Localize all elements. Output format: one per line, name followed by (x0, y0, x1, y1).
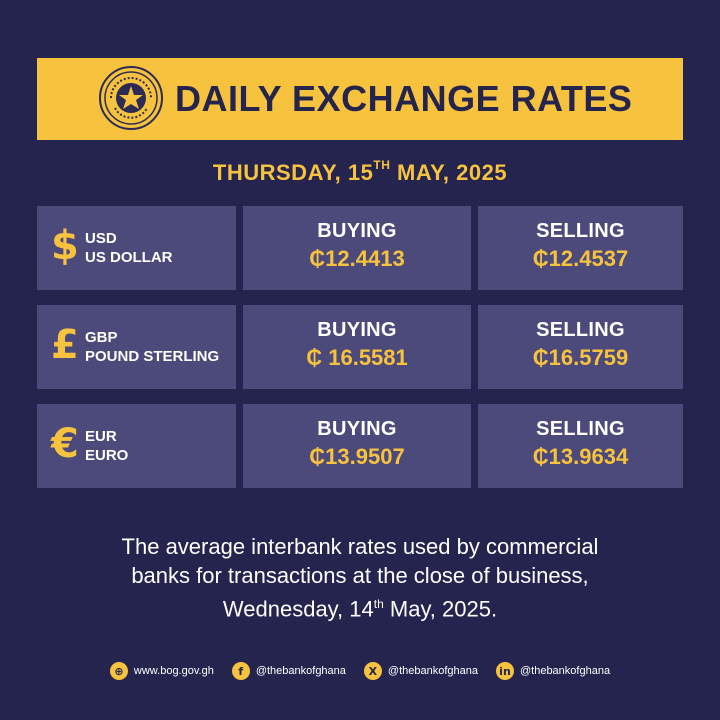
social-x[interactable]: X @thebankofghana (363, 662, 478, 680)
social-linkedin[interactable]: in @thebankofghana (495, 662, 611, 680)
buying-label: BUYING (317, 319, 397, 341)
dollar-icon: $ (51, 223, 79, 269)
buying-label: BUYING (317, 418, 397, 440)
date-suffix: MAY, 2025 (390, 160, 508, 185)
selling-label: SELLING (536, 418, 625, 440)
buying-label: BUYING (317, 220, 397, 242)
buying-rate: ₵ 16.5581 (306, 345, 408, 370)
currency-name: EURO (85, 447, 129, 464)
currency-code: GBP (85, 329, 118, 346)
pound-icon: £ (51, 322, 79, 368)
buying-cell-eur: BUYING ₵13.9507 (243, 404, 471, 488)
buying-rate: ₵12.4413 (309, 246, 405, 271)
selling-label: SELLING (536, 319, 625, 341)
selling-cell-gbp: SELLING ₵16.5759 (478, 305, 683, 389)
currency-cell-usd: $ USD US DOLLAR (37, 206, 236, 290)
currency-cell-eur: € EUR EURO (37, 404, 236, 488)
selling-rate: ₵13.9634 (532, 444, 629, 469)
selling-rate: ₵12.4537 (532, 246, 629, 271)
bank-of-ghana-seal-logo (99, 66, 163, 130)
euro-icon: € (51, 421, 79, 467)
footnote-date-prefix: Wednesday, 14 (222, 596, 374, 622)
currency-name: POUND STERLING (85, 348, 220, 365)
rates-footnote: The average interbank rates used by comm… (60, 532, 660, 623)
buying-cell-gbp: BUYING ₵ 16.5581 (243, 305, 471, 389)
currency-code: USD (85, 230, 117, 247)
globe-icon: ⊕ (109, 662, 128, 680)
seal-graphic (104, 71, 158, 125)
selling-label: SELLING (536, 220, 625, 242)
facebook-icon: f (231, 662, 250, 680)
currency-name: US DOLLAR (85, 249, 173, 266)
x-icon: X (363, 662, 382, 680)
selling-rate: ₵16.5759 (532, 345, 629, 370)
rates-date: THURSDAY, 15TH MAY, 2025 (0, 158, 720, 186)
date-prefix: THURSDAY, 15 (212, 160, 374, 185)
currency-code: EUR (85, 428, 117, 445)
selling-cell-eur: SELLING ₵13.9634 (478, 404, 683, 488)
buying-cell-usd: BUYING ₵12.4413 (243, 206, 471, 290)
page-title: DAILY EXCHANGE RATES (175, 78, 633, 119)
currency-cell-gbp: £ GBP POUND STERLING (37, 305, 236, 389)
footnote-line: banks for transactions at the close of b… (131, 563, 589, 588)
linkedin-icon: in (495, 662, 514, 680)
social-handle[interactable]: @thebankofghana (519, 665, 611, 677)
social-links-bar: ⊕ www.bog.gov.gh f @thebankofghana X @th… (0, 660, 720, 682)
social-handle[interactable]: @thebankofghana (387, 665, 478, 677)
footnote-line: The average interbank rates used by comm… (121, 534, 599, 559)
social-website[interactable]: ⊕ www.bog.gov.gh (109, 662, 214, 680)
buying-rate: ₵13.9507 (309, 444, 405, 469)
title-banner: DAILY EXCHANGE RATES (37, 58, 683, 140)
social-facebook[interactable]: f @thebankofghana (231, 662, 346, 680)
footnote-date-ordinal: th (373, 597, 384, 611)
selling-cell-usd: SELLING ₵12.4537 (478, 206, 683, 290)
footnote-line: Wednesday, 14th May, 2025. (60, 590, 660, 623)
footnote-date-suffix: May, 2025. (383, 596, 498, 622)
social-handle[interactable]: @thebankofghana (255, 665, 346, 677)
date-ordinal: TH (373, 158, 391, 172)
social-handle[interactable]: www.bog.gov.gh (133, 665, 214, 677)
